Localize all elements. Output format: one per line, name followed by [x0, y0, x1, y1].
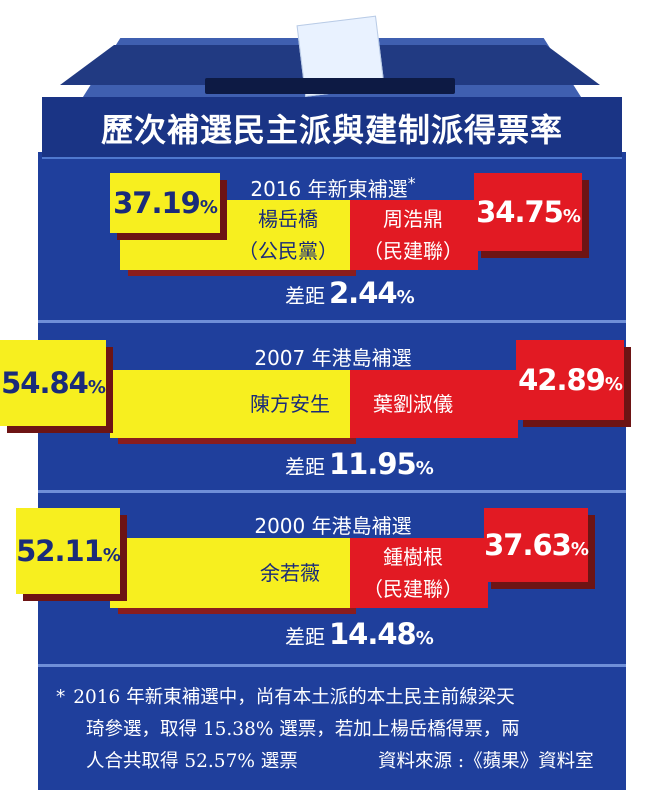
gap-2000: 差距 14.48%: [285, 617, 434, 651]
ballot-slot: [205, 78, 455, 94]
candidate-pro-est: 鍾樹根 （民建聯）: [352, 541, 474, 605]
bar-pro-dem: [110, 538, 350, 608]
pct-sign: %: [570, 538, 589, 560]
gap-label: 差距: [285, 284, 325, 308]
pct-sign: %: [102, 544, 121, 566]
gap-label: 差距: [285, 625, 325, 649]
pct-label-pro-dem: 52.11%: [16, 508, 121, 594]
pct-value: 34.75: [476, 195, 564, 229]
source-credit: 資料來源 :《蘋果》資料室: [378, 751, 594, 772]
candidate-party: （民建聯）: [363, 577, 463, 601]
pct-sign: %: [87, 376, 106, 398]
bar-pro-dem: [110, 370, 350, 438]
pct-sign: %: [415, 458, 434, 479]
election-title: 2000 年港島補選: [254, 514, 412, 538]
bar-pro-est: [350, 370, 518, 438]
bar-pro-est: [350, 200, 478, 270]
pct-value: 54.84: [1, 366, 89, 400]
candidate-pro-dem: 余若薇: [232, 557, 348, 589]
election-title-text: 2016 年新東補選: [250, 177, 408, 201]
candidate-name: 周浩鼎: [383, 207, 443, 231]
candidate-name: 葉劉淑儀: [373, 392, 453, 416]
gap-value: 11.95: [329, 447, 417, 481]
title-band: 歷次補選民主派與建制派得票率: [42, 97, 622, 159]
pct-sign: %: [396, 287, 415, 308]
candidate-pro-dem: 楊岳橋 （公民黨）: [228, 203, 348, 267]
footnote-line-2: 琦參選，取得 15.38% 選票，若加上楊岳橋得票，兩: [86, 719, 520, 740]
candidate-name: 鍾樹根: [383, 545, 443, 569]
bar-pro-est: [350, 538, 488, 608]
candidate-party: （民建聯）: [363, 239, 463, 263]
asterisk-mark: *: [407, 173, 416, 193]
election-title: 2016 年新東補選*: [228, 173, 438, 202]
pct-sign: %: [562, 205, 581, 227]
pct-sign: %: [415, 628, 434, 649]
gap-value: 14.48: [329, 617, 417, 651]
footnote-text: 2016 年新東補選中，尚有本土派的本土民主前線梁天: [73, 687, 515, 708]
section-divider: [38, 664, 626, 667]
pct-value: 42.89: [518, 363, 606, 397]
pct-label-pro-dem: 37.19%: [110, 173, 220, 233]
election-title: 2007 年港島補選: [254, 346, 412, 370]
pct-label-pro-est: 34.75%: [474, 173, 582, 251]
gap-2007: 差距 11.95%: [285, 447, 434, 481]
gap-label: 差距: [285, 455, 325, 479]
footnote: * 2016 年新東補選中，尚有本土派的本土民主前線梁天 琦參選，取得 15.38…: [56, 682, 626, 778]
candidate-pro-est: 周浩鼎 （民建聯）: [352, 203, 474, 267]
gap-value: 2.44: [329, 276, 398, 310]
section-divider: [38, 320, 626, 323]
pct-label-pro-est: 37.63%: [484, 508, 589, 582]
pct-value: 37.19: [113, 186, 201, 220]
section-divider: [38, 490, 626, 493]
gap-2016: 差距 2.44%: [285, 276, 415, 310]
footnote-line-1: * 2016 年新東補選中，尚有本土派的本土民主前線梁天: [56, 682, 626, 714]
candidate-pro-est: 葉劉淑儀: [352, 388, 474, 420]
candidate-name: 余若薇: [260, 561, 320, 585]
footnote-line-3: 人合共取得 52.57% 選票: [86, 751, 298, 772]
candidate-pro-dem: 陳方安生: [232, 388, 348, 420]
candidate-name: 楊岳橋: [258, 207, 318, 231]
pct-sign: %: [199, 196, 218, 218]
pct-label-pro-est: 42.89%: [516, 340, 624, 420]
candidate-name: 陳方安生: [250, 392, 330, 416]
page-title: 歷次補選民主派與建制派得票率: [100, 111, 563, 149]
footnote-asterisk: *: [56, 687, 66, 708]
candidate-party: （公民黨）: [238, 239, 338, 263]
pct-value: 52.11: [16, 534, 104, 568]
pct-label-pro-dem: 54.84%: [0, 340, 106, 426]
pct-sign: %: [604, 373, 623, 395]
pct-value: 37.63: [484, 528, 572, 562]
